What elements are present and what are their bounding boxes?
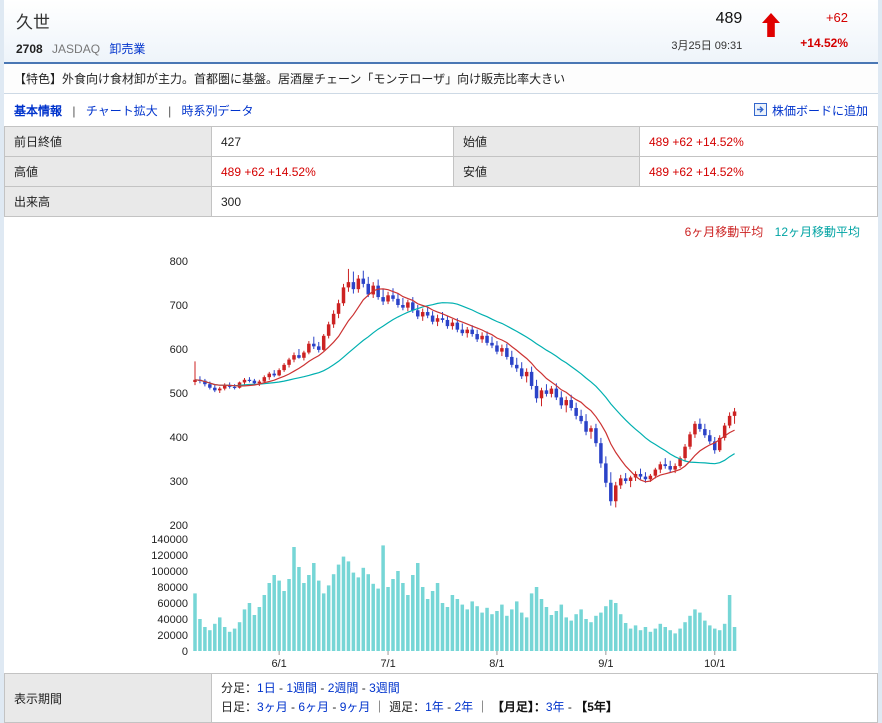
legend-ma-short: 6ヶ月移動平均 [684, 225, 764, 239]
svg-text:140000: 140000 [151, 534, 188, 546]
high-label: 高値 [4, 156, 212, 187]
period-minute-options: 分足：1日 - 1週間 - 2週間 - 3週間 [221, 679, 868, 698]
svg-text:200: 200 [170, 520, 188, 532]
table-row: 高値 489 +62 +14.52% 安値 489 +62 +14.52% [4, 156, 878, 187]
volume-label: 出来高 [4, 186, 212, 217]
period-text: - [564, 700, 576, 714]
sector-link[interactable]: 卸売業 [109, 42, 146, 56]
period-link[interactable]: 1年 [425, 700, 444, 714]
svg-text:400: 400 [170, 432, 188, 444]
period-text: 週足： [389, 700, 426, 714]
period-text: - [443, 700, 455, 714]
period-text: - [287, 700, 299, 714]
svg-text:120000: 120000 [151, 550, 188, 562]
company-name: 久世 [16, 13, 50, 32]
svg-text:10/1: 10/1 [704, 658, 725, 670]
chart-legend: 6ヶ月移動平均 12ヶ月移動平均 [4, 223, 878, 241]
period-text: - [275, 681, 287, 695]
code-line: 2708 JASDAQ 卸売業 [16, 40, 866, 57]
period-text: 日足： [221, 700, 258, 714]
period-link[interactable]: 3年 [545, 700, 565, 714]
price-change: +62 [825, 10, 848, 25]
period-text: - [329, 700, 340, 714]
period-current: 【5年】 [575, 700, 618, 714]
add-to-board-link[interactable]: 株価ボードに追加 [771, 104, 868, 118]
open-value: 489 +62 +14.52% [639, 126, 878, 157]
low-label: 安値 [453, 156, 640, 187]
stock-header: 久世 2708 JASDAQ 卸売業 489 3月25日 09:31 +62 +… [4, 0, 878, 64]
period-current: 【月足】： [491, 700, 546, 714]
high-value: 489 +62 +14.52% [211, 156, 454, 187]
display-period-table: 表示期間 分足：1日 - 1週間 - 2週間 - 3週間 日足：3ヶ月 - 6ヶ… [4, 673, 878, 723]
period-text: - [358, 681, 370, 695]
quote-datetime: 3月25日 09:31 [671, 40, 743, 52]
svg-text:600: 600 [170, 344, 188, 356]
prev-close-value: 427 [211, 126, 454, 157]
period-link[interactable]: 2週間 [327, 681, 359, 695]
chart-section: 6ヶ月移動平均 12ヶ月移動平均 800 700 600 500 400 300 200 14… [4, 217, 878, 673]
stock-code: 2708 [16, 42, 43, 56]
period-text: ｜ [473, 700, 492, 714]
svg-text:7/1: 7/1 [380, 658, 395, 670]
period-link[interactable]: 1日 [257, 681, 276, 695]
stock-detail-page: 久世 2708 JASDAQ 卸売業 489 3月25日 09:31 +62 +… [4, 0, 878, 723]
period-link[interactable]: 3ヶ月 [257, 700, 288, 714]
volume-value: 300 [211, 186, 878, 217]
company-feature-line: 【特色】外食向け食材卸が主力。首都圏に基盤。居酒屋チェーン「モンテローザ」向け販… [4, 64, 878, 94]
svg-text:60000: 60000 [157, 598, 188, 610]
period-link[interactable]: 3週間 [369, 681, 400, 695]
price-change-percent: +14.52% [800, 36, 848, 50]
current-price: 489 [715, 10, 743, 27]
add-to-board: 株価ボードに追加 [753, 102, 868, 119]
prev-close-label: 前日終値 [4, 126, 212, 157]
svg-text:0: 0 [182, 646, 188, 658]
nav-separator: | [168, 104, 172, 118]
price-up-arrow-icon [762, 13, 781, 40]
period-link[interactable]: 2年 [454, 700, 474, 714]
svg-text:40000: 40000 [157, 614, 188, 626]
svg-text:8/1: 8/1 [489, 658, 504, 670]
svg-text:9/1: 9/1 [598, 658, 613, 670]
period-text: - [317, 681, 328, 695]
price-block: 489 3月25日 09:31 [671, 10, 742, 53]
period-text: ｜ [370, 700, 390, 714]
svg-text:20000: 20000 [157, 630, 188, 642]
table-row: 前日終値 427 始値 489 +62 +14.52% [4, 126, 878, 157]
nav-chart-zoom-link[interactable]: チャート拡大 [85, 104, 158, 118]
nav-time-series-link[interactable]: 時系列データ [181, 104, 254, 118]
svg-text:6/1: 6/1 [271, 658, 286, 670]
open-label: 始値 [453, 126, 640, 157]
period-link[interactable]: 1週間 [286, 681, 318, 695]
add-to-board-icon [753, 102, 767, 119]
change-block: +62 +14.52% [800, 10, 848, 50]
legend-ma-long: 12ヶ月移動平均 [774, 225, 860, 239]
sub-navigation: 基本情報 | チャート拡大 | 時系列データ 株価ボードに追加 [4, 94, 878, 126]
exchange-name: JASDAQ [52, 42, 101, 56]
price-summary: 489 3月25日 09:31 +62 +14.52% [671, 10, 848, 53]
period-link[interactable]: 9ヶ月 [339, 700, 371, 714]
nav-separator: | [72, 104, 76, 118]
nav-links: 基本情報 | チャート拡大 | 時系列データ [14, 102, 254, 119]
nav-basic-info-link[interactable]: 基本情報 [14, 104, 63, 118]
period-text: 分足： [221, 681, 258, 695]
period-day-week-month-options: 日足：3ヶ月 - 6ヶ月 - 9ヶ月 ｜ 週足：1年 - 2年 ｜ 【月足】：3… [221, 698, 868, 717]
table-row: 表示期間 分足：1日 - 1週間 - 2週間 - 3週間 日足：3ヶ月 - 6ヶ… [4, 673, 878, 723]
display-period-label: 表示期間 [4, 673, 212, 723]
svg-text:800: 800 [170, 256, 188, 268]
svg-text:700: 700 [170, 300, 188, 312]
period-link[interactable]: 6ヶ月 [298, 700, 330, 714]
table-row: 出来高 300 [4, 186, 878, 217]
svg-text:300: 300 [170, 476, 188, 488]
svg-text:100000: 100000 [151, 566, 188, 578]
quote-table: 前日終値 427 始値 489 +62 +14.52% 高値 489 +62 +… [4, 126, 878, 217]
period-options-cell: 分足：1日 - 1週間 - 2週間 - 3週間 日足：3ヶ月 - 6ヶ月 - 9… [211, 673, 878, 723]
svg-text:500: 500 [170, 388, 188, 400]
stock-candlestick-chart: 800 700 600 500 400 300 200 140000 120000 100000 8… [151, 256, 737, 670]
low-value: 489 +62 +14.52% [639, 156, 878, 187]
svg-text:80000: 80000 [157, 582, 188, 594]
